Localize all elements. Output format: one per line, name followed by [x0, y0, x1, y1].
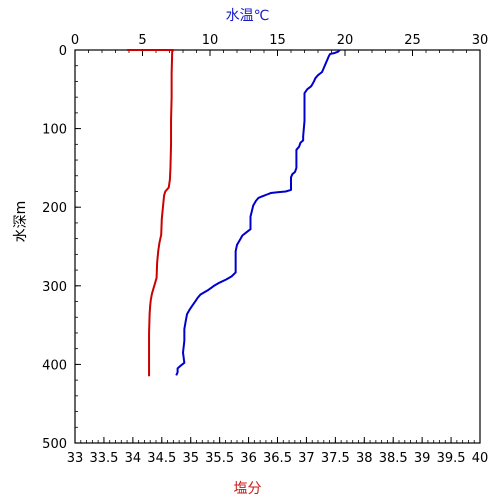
- salinity-series-line: [127, 49, 175, 377]
- left-tick-label: 300: [42, 280, 67, 295]
- bottom-tick-label: 33: [67, 451, 84, 466]
- bottom-tick-label: 35.5: [205, 451, 234, 466]
- temperature-series-line: [175, 49, 341, 376]
- bottom-tick-label: 33.5: [89, 451, 118, 466]
- bottom-axis: 33 33.5 34 34.5 35 35.5 36 36.5 37 37.5 38 38.5 39 39…: [67, 437, 489, 466]
- bottom-axis-title: 塩分: [234, 481, 262, 497]
- top-tick-label: 20: [337, 33, 354, 48]
- left-tick-label: 500: [42, 437, 67, 452]
- bottom-tick-label: 34: [125, 451, 142, 466]
- bottom-tick-label: 38.5: [379, 451, 408, 466]
- plot-frame: [74, 49, 481, 444]
- left-axis-title: 水深m: [13, 201, 29, 243]
- top-tick-label: 30: [472, 33, 489, 48]
- top-tick-label: 10: [202, 33, 219, 48]
- top-tick-label: 15: [269, 33, 286, 48]
- top-axis: 0 5 10 15 20 25 30: [71, 33, 488, 56]
- bottom-tick-label: 39: [414, 451, 431, 466]
- top-tick-label: 0: [71, 33, 79, 48]
- bottom-tick-label: 39.5: [437, 451, 466, 466]
- top-tick-label: 5: [138, 33, 146, 48]
- bottom-tick-label: 37.5: [321, 451, 350, 466]
- bottom-tick-label: 37: [298, 451, 315, 466]
- left-tick-label: 400: [42, 358, 67, 373]
- bottom-tick-label: 36.5: [263, 451, 292, 466]
- plot-border: [74, 49, 481, 444]
- bottom-tick-label: 35: [182, 451, 199, 466]
- bottom-tick-label: 36: [240, 451, 257, 466]
- bottom-tick-label: 40: [472, 451, 489, 466]
- top-axis-title: 水温℃: [226, 8, 270, 24]
- left-axis: 0 100 200 300 400 500: [42, 44, 81, 452]
- left-tick-label: 100: [42, 123, 67, 138]
- left-tick-label: 0: [59, 44, 67, 59]
- left-tick-label: 200: [42, 201, 67, 216]
- bottom-tick-label: 38: [356, 451, 373, 466]
- series-group: [127, 49, 341, 377]
- bottom-tick-label: 34.5: [147, 451, 176, 466]
- top-tick-label: 25: [404, 33, 421, 48]
